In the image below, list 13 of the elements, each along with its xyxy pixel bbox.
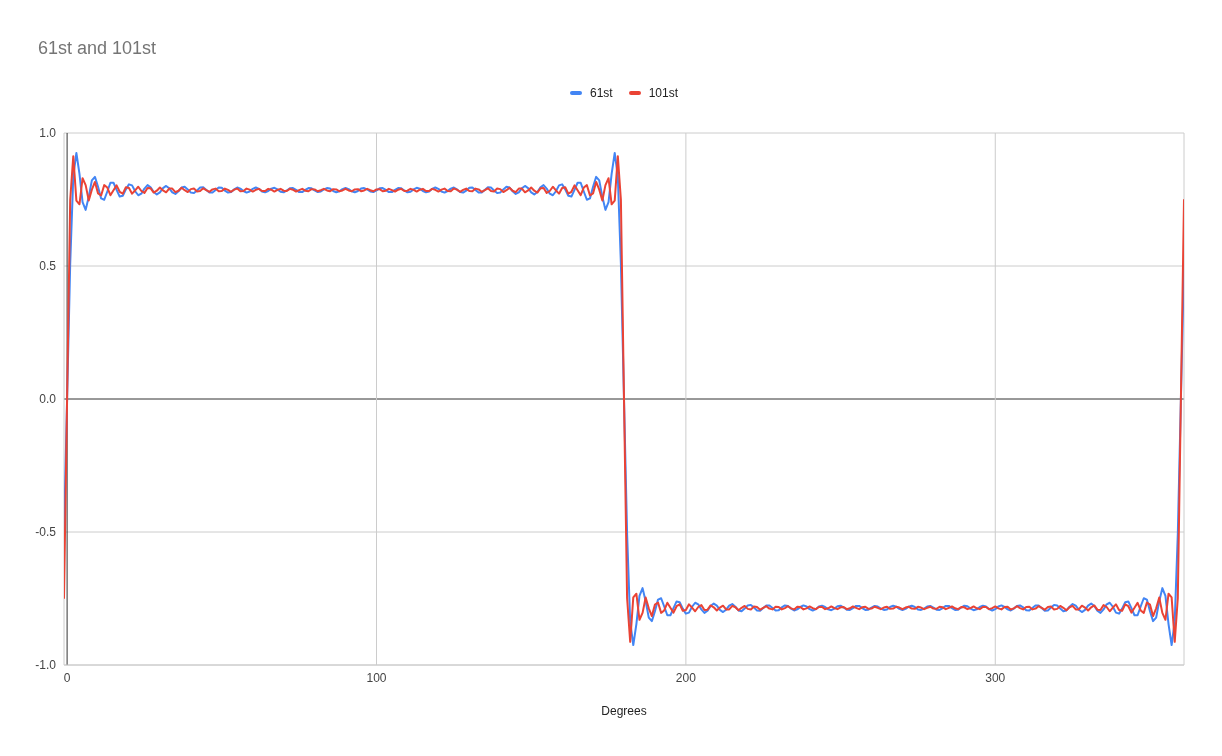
y-tick-label: 0.0 xyxy=(39,392,57,407)
x-tick-label: 300 xyxy=(985,670,1006,685)
legend-label: 101st xyxy=(648,86,679,100)
chart-title: 61st and 101st xyxy=(38,38,157,59)
y-tick-label: 0.5 xyxy=(39,259,57,274)
y-tick-label: 1.0 xyxy=(39,126,57,141)
x-axis-title: Degrees xyxy=(600,704,648,718)
y-tick-label: -1.0 xyxy=(35,658,57,673)
x-tick-label: 200 xyxy=(675,670,697,685)
y-tick-label: -0.5 xyxy=(35,525,57,540)
legend-label: 61st xyxy=(589,86,613,100)
x-tick-label: 100 xyxy=(366,670,387,685)
x-tick-label: 0 xyxy=(63,670,71,685)
